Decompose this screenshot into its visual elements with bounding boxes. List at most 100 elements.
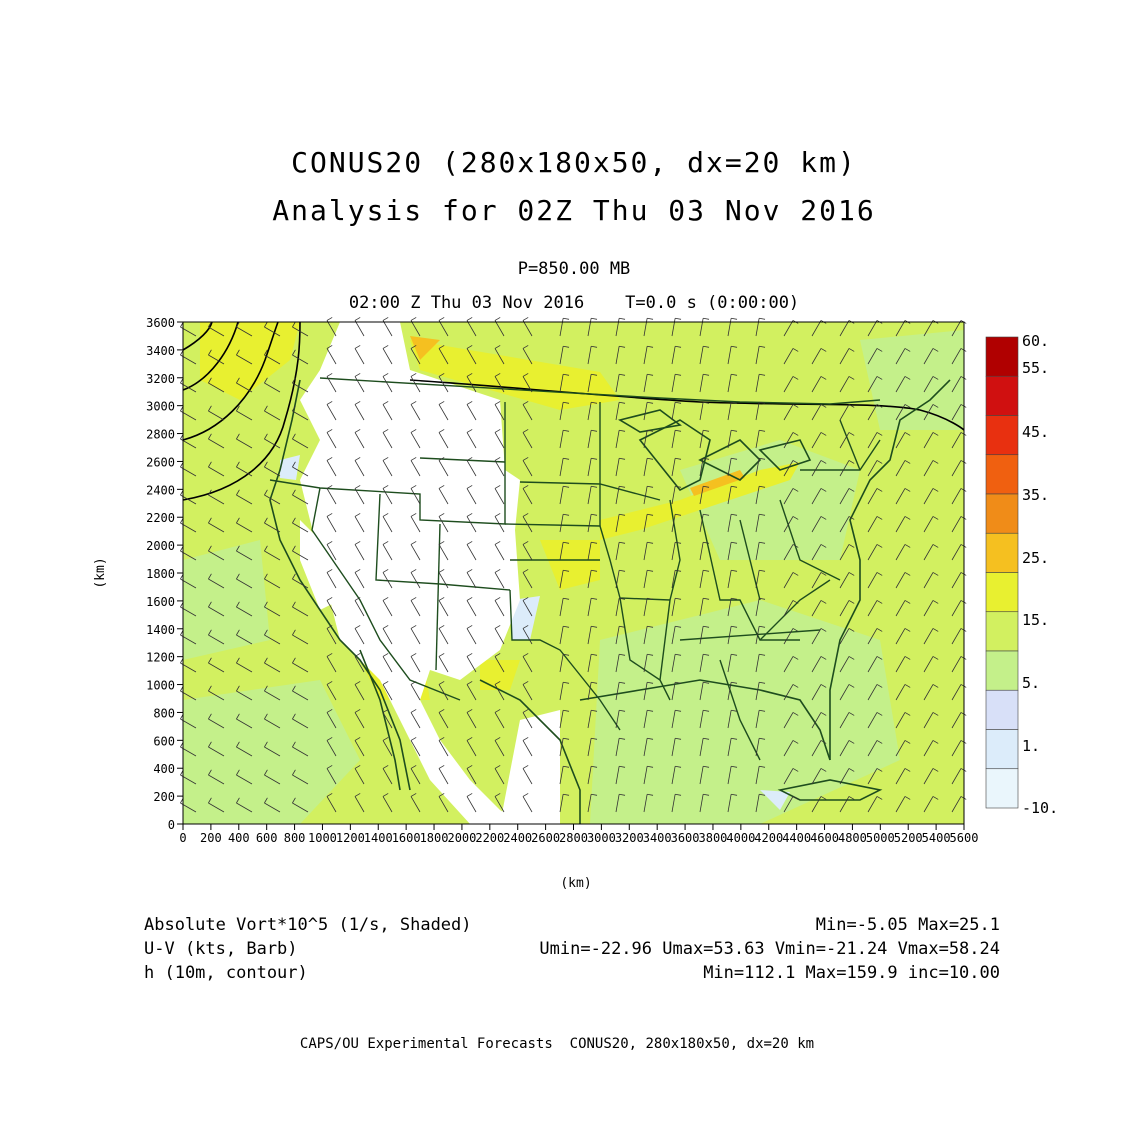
wind-barb-flag — [382, 765, 389, 769]
colorbar-label: 5. — [1022, 674, 1040, 692]
wind-barb — [671, 682, 676, 701]
y-tick-label: 2600 — [146, 455, 175, 469]
wind-barb-flag — [264, 545, 268, 552]
wind-barb — [699, 374, 704, 393]
wind-barb-flag — [236, 657, 240, 664]
wind-barb — [438, 628, 449, 645]
wind-barb-flag — [354, 541, 361, 545]
wind-barb — [755, 626, 760, 645]
wind-barb — [615, 374, 620, 393]
shade-blue — [760, 790, 790, 810]
wind-barb-flag — [876, 656, 883, 660]
wind-barb — [410, 656, 421, 673]
footer-credit: CAPS/OU Experimental Forecasts CONUS20, … — [299, 1036, 815, 1052]
wind-barb-flag — [466, 485, 473, 489]
colorbar-swatch — [985, 532, 1019, 573]
wind-barb — [839, 488, 850, 505]
wind-barb — [559, 710, 564, 729]
wind-barb-flag — [759, 457, 766, 460]
wind-barb-flag — [264, 797, 268, 804]
wind-barb — [494, 796, 505, 813]
wind-barb-flag — [647, 541, 654, 544]
wind-barb-flag — [354, 345, 361, 349]
wind-barb — [292, 774, 309, 785]
x-tick-label: 1800 — [420, 831, 449, 845]
wind-barb — [494, 628, 505, 645]
wind-barb — [326, 488, 337, 505]
wind-barb — [839, 684, 850, 701]
wind-barb — [587, 738, 592, 757]
wind-barb — [755, 318, 760, 337]
wind-barb-flag — [208, 713, 212, 720]
wind-barb-flag — [904, 656, 911, 660]
wind-barb-flag — [236, 741, 240, 748]
wind-barb — [466, 572, 477, 589]
wind-barb — [587, 346, 592, 365]
wind-barb-flag — [932, 768, 939, 772]
wind-barb — [587, 486, 592, 505]
wind-barb — [755, 654, 760, 673]
wind-barb-flag — [848, 796, 855, 800]
masked-terrain — [300, 322, 520, 824]
wind-barb — [839, 460, 850, 477]
colorbar-swatch — [985, 375, 1019, 416]
wind-barb-flag — [731, 317, 738, 320]
wind-barb-flag — [904, 768, 911, 772]
wind-barb-flag — [354, 793, 361, 797]
wind-barb-flag — [619, 541, 626, 544]
wind-barb-flag — [326, 653, 333, 657]
wind-barb — [466, 544, 477, 561]
wind-barb — [923, 712, 934, 729]
wind-barb-flag — [731, 541, 738, 544]
wind-barb-flag — [820, 712, 827, 716]
x-tick-label: 200 — [200, 831, 222, 845]
wind-barb — [951, 460, 962, 477]
legend-height-range: Min=112.1 Max=159.9 inc=10.00 — [703, 963, 1000, 983]
wind-barb — [494, 348, 505, 365]
wind-barb-flag — [438, 373, 445, 377]
wind-barb — [727, 346, 732, 365]
wind-barb — [264, 550, 281, 561]
colorbar-label: 35. — [1022, 486, 1049, 504]
wind-barb-flag — [904, 572, 911, 576]
wind-barb — [494, 768, 505, 785]
wind-barb-flag — [563, 485, 570, 488]
wind-barb-flag — [675, 765, 682, 768]
wind-barb-flag — [382, 429, 389, 433]
wind-barb-flag — [759, 485, 766, 488]
y-tick-label: 3200 — [146, 372, 175, 386]
wind-barb-flag — [848, 740, 855, 744]
wind-barb-flag — [647, 485, 654, 488]
wind-barb-flag — [675, 429, 682, 432]
wind-barb-flag — [410, 569, 417, 573]
wind-barb — [811, 768, 822, 785]
wind-barb — [755, 430, 760, 449]
wind-barb — [326, 404, 337, 421]
x-tick-label: 1600 — [392, 831, 421, 845]
wind-barb — [292, 746, 309, 757]
shade-light — [183, 540, 270, 660]
wind-barb — [236, 550, 253, 561]
wind-barb — [643, 486, 648, 505]
wind-barb-flag — [675, 485, 682, 488]
wind-barb — [264, 438, 281, 449]
y-tick-label: 3400 — [146, 344, 175, 358]
wind-barb — [671, 542, 676, 561]
wind-barb — [811, 572, 822, 589]
coastlines — [269, 379, 951, 824]
wind-barb-flag — [675, 597, 682, 600]
wind-barb — [923, 740, 934, 757]
wind-barb-flag — [236, 377, 240, 384]
wind-barb — [410, 600, 421, 617]
wind-barb-flag — [410, 765, 417, 769]
wind-barb-flag — [292, 657, 296, 664]
wind-barb — [923, 768, 934, 785]
wind-barb — [264, 326, 281, 337]
wind-barb-flag — [792, 348, 799, 352]
wind-barb — [466, 600, 477, 617]
wind-barb — [382, 404, 393, 421]
wind-barb — [236, 438, 253, 449]
wind-barb-flag — [326, 625, 333, 629]
wind-barb — [208, 606, 225, 617]
wind-barb — [951, 320, 962, 337]
